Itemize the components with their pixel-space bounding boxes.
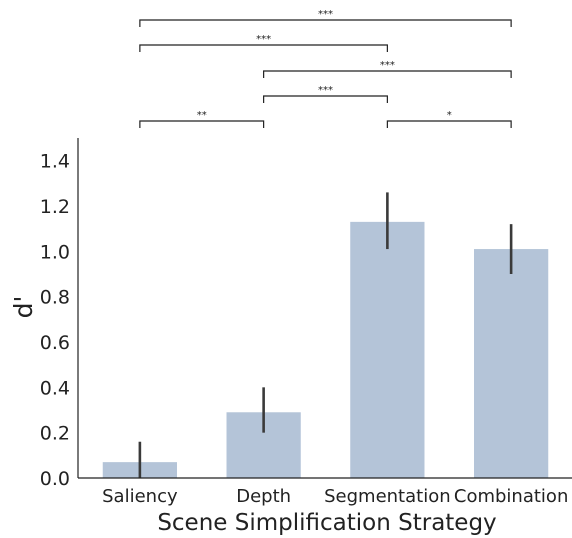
significance-bracket xyxy=(139,120,265,128)
bar xyxy=(350,221,425,478)
significance-bracket xyxy=(263,95,388,103)
significance-bracket xyxy=(386,120,512,128)
significance-label: *** xyxy=(318,85,333,96)
x-category-label: Segmentation xyxy=(324,486,451,507)
significance-label: *** xyxy=(380,60,395,71)
x-categories: Saliency Depth Segmentation Combination xyxy=(102,486,568,507)
bars xyxy=(102,192,549,478)
bar xyxy=(474,249,549,478)
x-category-label: Combination xyxy=(454,486,568,507)
significance-label: * xyxy=(447,110,452,121)
significance-brackets: ************** * xyxy=(139,9,512,128)
y-tick-label: 0.6 xyxy=(40,332,70,354)
axes xyxy=(77,138,572,479)
y-tick-label: 1.2 xyxy=(40,196,70,218)
x-axis-title: Scene Simplification Strategy xyxy=(157,510,496,536)
y-tick-label: 0.0 xyxy=(40,468,70,490)
x-category-label: Depth xyxy=(236,486,291,507)
significance-bracket xyxy=(139,19,512,27)
significance-bracket xyxy=(263,70,512,78)
y-tick-label: 0.2 xyxy=(40,423,70,445)
x-category-label: Saliency xyxy=(102,486,178,507)
significance-bracket xyxy=(139,44,388,52)
significance-label: *** xyxy=(318,9,333,20)
y-ticks: 0.0 0.2 0.4 0.6 0.8 1.0 1.2 1.4 xyxy=(40,151,70,490)
y-tick-label: 1.0 xyxy=(40,241,70,263)
y-tick-label: 1.4 xyxy=(40,151,70,173)
y-tick-label: 0.8 xyxy=(40,287,70,309)
significance-label: ** xyxy=(197,110,207,121)
significance-label: *** xyxy=(256,34,271,45)
y-tick-label: 0.4 xyxy=(40,377,70,399)
y-axis-title: d' xyxy=(9,296,38,319)
